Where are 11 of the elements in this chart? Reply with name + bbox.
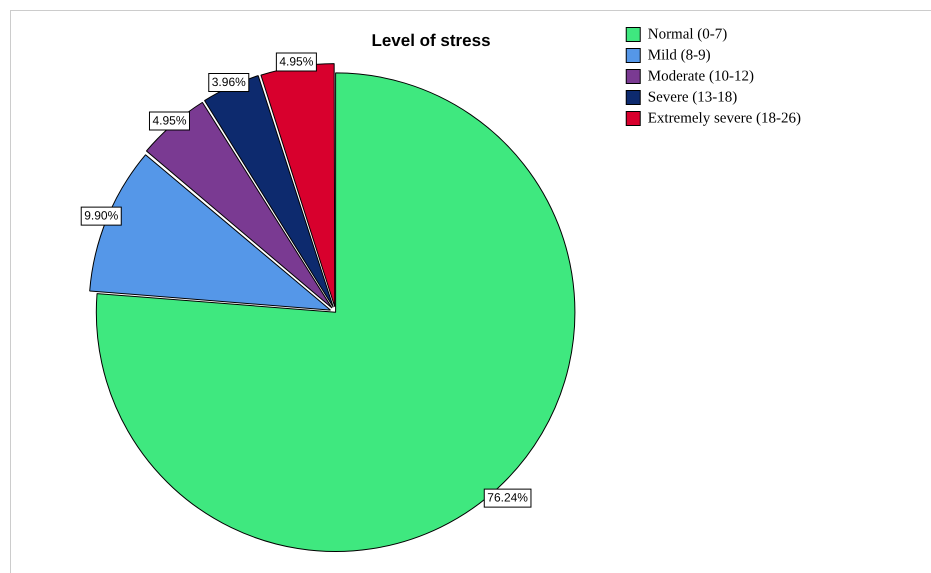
legend-label: Mild (8-9): [648, 47, 711, 64]
legend-label: Normal (0-7): [648, 26, 728, 42]
legend-label: Extremely severe (18-26): [648, 110, 802, 126]
legend-label: Severe (13-18): [648, 89, 738, 106]
legend-label: Moderate (10-12): [648, 68, 754, 84]
data-label: 76.24%: [487, 490, 528, 504]
chart-title: Level of stress: [371, 30, 491, 50]
data-label: 3.96%: [212, 74, 246, 89]
data-label: 4.95%: [152, 113, 187, 128]
data-label: 9.90%: [84, 208, 119, 222]
data-label: 4.95%: [279, 54, 314, 68]
